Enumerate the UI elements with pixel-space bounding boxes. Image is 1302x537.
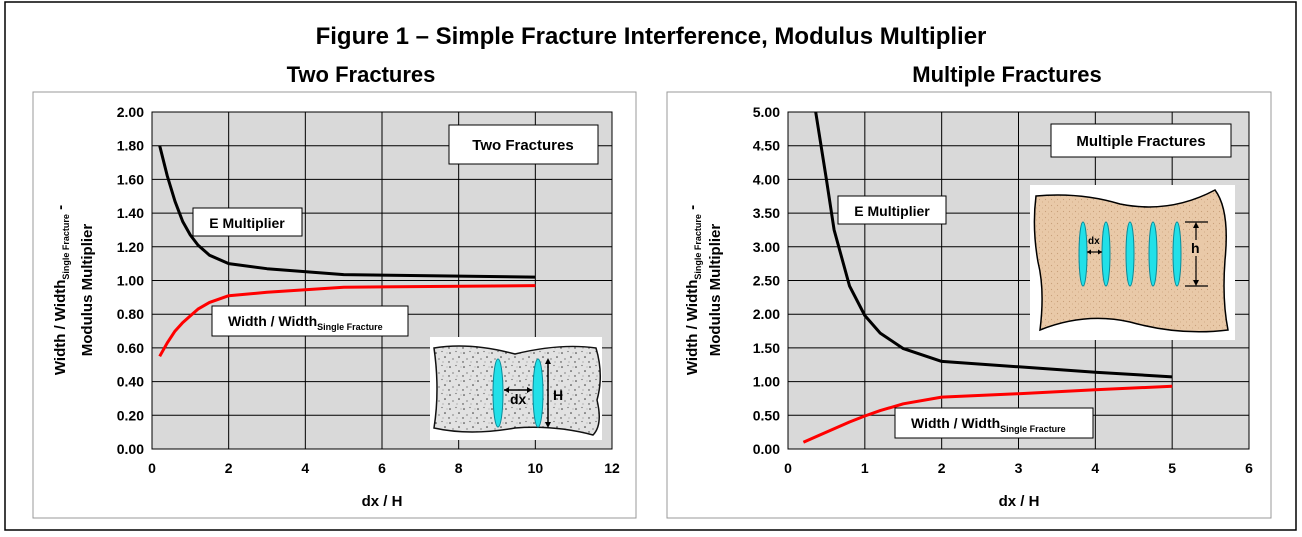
y-tick-label: 4.00: [753, 171, 780, 187]
series-label-width-ratio: Width / WidthSingle Fracture: [211, 305, 409, 337]
y-tick-label: 0.00: [117, 441, 144, 457]
x-tick-label: 8: [455, 460, 463, 476]
y-tick-labels: 0.00 0.50 1.00 1.50 2.00 2.50 3.00 3.50 4.00 4.50…: [753, 104, 780, 457]
y-axis-label-main: Width / Width: [684, 280, 701, 376]
x-tick-label: 2: [225, 460, 233, 476]
y-tick-labels: 0.00 0.20 0.40 0.60 0.80 1.00 1.20 1.40 1.60 1.80…: [117, 104, 144, 457]
y-tick-label: 1.60: [117, 171, 144, 187]
x-tick-label: 10: [528, 460, 544, 476]
series-label-main: Width / Width: [228, 313, 317, 329]
y-axis-label-top: Modulus Multiplier: [707, 224, 724, 357]
series-label-text: E Multiplier: [209, 215, 285, 231]
y-axis-label-sub: Single Fracture: [693, 214, 703, 280]
figure-title: Figure 1 – Simple Fracture Interference,…: [316, 23, 987, 50]
chart-title: Multiple Fractures: [912, 62, 1101, 87]
y-tick-label: 1.80: [117, 138, 144, 154]
series-lines: [802, 111, 1173, 444]
series-label-sub: Single Fracture: [1000, 424, 1066, 434]
x-tick-labels: 0 2 4 6 8 10 12: [148, 460, 620, 476]
y-tick-label: 0.80: [117, 306, 144, 322]
y-tick-label: 2.00: [753, 306, 780, 322]
y-tick-label: 5.00: [753, 104, 780, 120]
y-axis-label-bottom: Width / WidthSingle Fracture -: [684, 205, 703, 375]
x-tick-label: 12: [604, 460, 620, 476]
series-label-text: E Multiplier: [854, 203, 930, 219]
inset-multiple-fractures-illustration: dx h: [1030, 185, 1235, 340]
x-tick-label: 1: [861, 460, 869, 476]
chart-multiple-fractures: Multiple Fractures 0.00 0.50 1.00 1.50 2.00 2…: [666, 62, 1272, 519]
y-tick-label: 2.50: [753, 273, 780, 289]
y-axis-label-tail: -: [684, 205, 701, 214]
y-tick-label: 0.50: [753, 407, 780, 423]
inset-two-fractures-illustration: dx H: [430, 337, 602, 440]
y-tick-label: 1.00: [117, 273, 144, 289]
x-tick-label: 3: [1015, 460, 1023, 476]
x-axis-label: dx / H: [999, 493, 1040, 510]
series-line-e-multiplier: [158, 145, 536, 279]
legend-box: Multiple Fractures: [1050, 123, 1232, 158]
series-line-width-ratio: [158, 284, 536, 358]
legend-box-text: Multiple Fractures: [1076, 133, 1205, 150]
y-axis-label-sub: Single Fracture: [61, 214, 71, 280]
y-tick-label: 0.60: [117, 340, 144, 356]
y-axis-label-main: Width / Width: [52, 280, 69, 376]
x-tick-label: 6: [1245, 460, 1253, 476]
inset-h-label: H: [553, 387, 563, 403]
x-tick-label: 2: [938, 460, 946, 476]
x-axis-label: dx / H: [362, 493, 403, 510]
y-tick-label: 2.00: [117, 104, 144, 120]
y-tick-label: 4.50: [753, 138, 780, 154]
y-tick-label: 0.00: [753, 441, 780, 457]
chart-title: Two Fractures: [287, 62, 436, 87]
series-label-e-multiplier: E Multiplier: [192, 207, 303, 237]
series-label-sub: Single Fracture: [317, 322, 383, 332]
y-tick-label: 3.00: [753, 239, 780, 255]
y-tick-label: 0.20: [117, 407, 144, 423]
chart-two-fractures: Two Fractures 0.00 0.20 0.40 0.60 0.80 1.00 1.…: [32, 62, 637, 519]
series-line-width-ratio: [802, 384, 1173, 444]
x-tick-label: 0: [148, 460, 156, 476]
x-tick-label: 6: [378, 460, 386, 476]
series-label-main: Width / Width: [911, 415, 1000, 431]
inset-dx-label: dx: [510, 391, 527, 407]
y-tick-label: 1.00: [753, 374, 780, 390]
y-tick-label: 1.40: [117, 205, 144, 221]
series-label-text: Width / WidthSingle Fracture: [911, 415, 1066, 434]
inset-h-label: h: [1191, 240, 1200, 256]
series-label-e-multiplier: E Multiplier: [837, 195, 947, 225]
y-axis-label-tail: -: [52, 205, 69, 214]
series-lines: [158, 145, 536, 358]
inset-dx-label: dx: [1088, 236, 1100, 247]
y-axis-label-top: Modulus Multiplier: [79, 224, 96, 357]
y-axis-label-bottom: Width / WidthSingle Fracture -: [52, 205, 71, 375]
y-tick-label: 1.50: [753, 340, 780, 356]
x-tick-label: 0: [784, 460, 792, 476]
y-tick-label: 3.50: [753, 205, 780, 221]
legend-box-text: Two Fractures: [472, 137, 573, 154]
x-tick-labels: 0 1 2 3 4 5 6: [784, 460, 1253, 476]
series-label-width-ratio: Width / WidthSingle Fracture: [894, 407, 1094, 439]
series-label-text: Width / WidthSingle Fracture: [228, 313, 383, 332]
x-tick-label: 4: [301, 460, 309, 476]
y-tick-label: 0.40: [117, 374, 144, 390]
legend-box: Two Fractures: [448, 124, 599, 165]
y-tick-label: 1.20: [117, 239, 144, 255]
series-line-e-multiplier: [814, 111, 1173, 379]
x-tick-label: 5: [1168, 460, 1176, 476]
x-tick-label: 4: [1091, 460, 1099, 476]
